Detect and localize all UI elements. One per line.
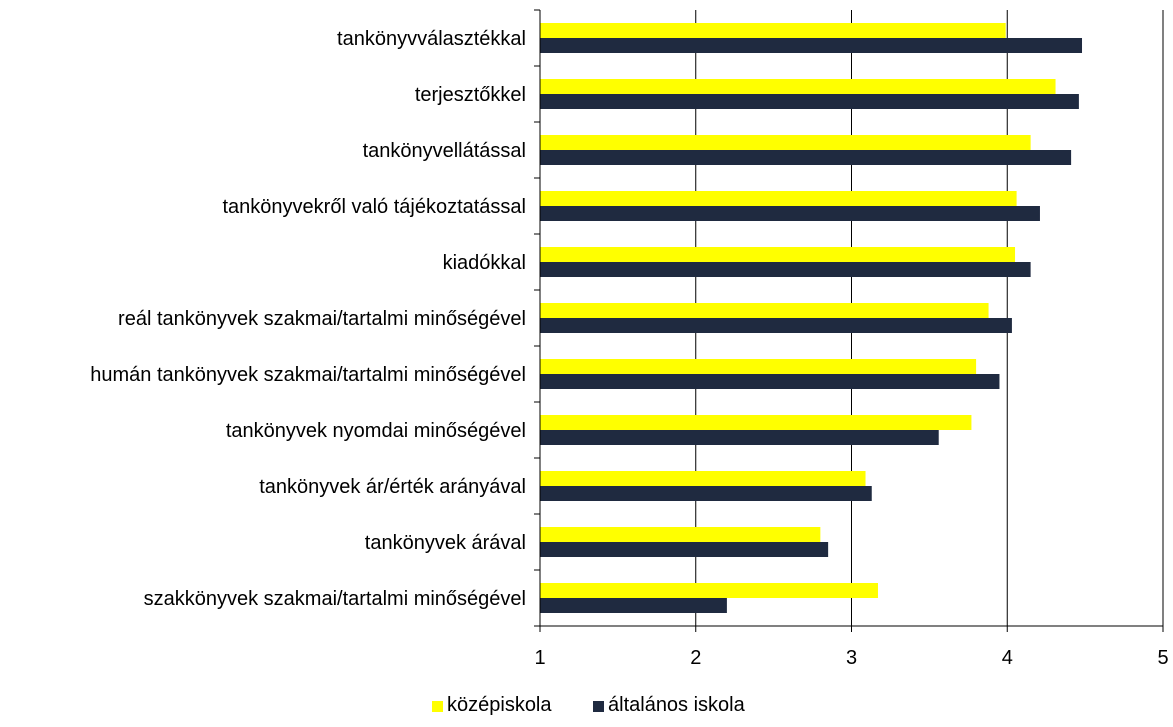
category-label: tankönyvválasztékkal [337,28,526,50]
category-label: szakkönyvek szakmai/tartalmi minőségével [144,588,526,610]
bars [540,23,1083,613]
bar-kozepiskola-7 [540,415,972,430]
bar-altalanos-iskola-6 [540,374,1000,389]
category-labels: tankönyvválasztékkal terjesztőkkel tanköny… [90,28,526,610]
x-tick-label: 1 [534,647,545,669]
bar-altalanos-iskola-8 [540,486,872,501]
legend-swatch-0 [432,701,443,712]
bar-altalanos-iskola-0 [540,38,1083,53]
x-tick-label: 5 [1157,647,1168,669]
bar-kozepiskola-9 [540,527,821,542]
bar-kozepiskola-5 [540,303,989,318]
category-label: humán tankönyvek szakmai/tartalmi minősé… [90,364,526,386]
bar-kozepiskola-8 [540,471,866,486]
bar-kozepiskola-1 [540,79,1056,94]
category-label: tankönyvekről való tájékoztatással [223,196,527,218]
bar-altalanos-iskola-10 [540,598,727,613]
bar-altalanos-iskola-1 [540,94,1079,109]
legend-label-1: általános iskola [608,694,746,716]
bar-kozepiskola-2 [540,135,1031,150]
bar-altalanos-iskola-9 [540,542,829,557]
category-label: kiadókkal [443,252,526,274]
bar-altalanos-iskola-5 [540,318,1012,333]
category-label: tankönyvek árával [365,532,526,554]
x-tick-labels: 1 2 3 4 5 [534,647,1168,669]
category-label: reál tankönyvek szakmai/tartalmi minőség… [118,308,526,330]
legend: középiskola általános iskola [432,694,746,716]
x-tick-label: 2 [690,647,701,669]
bar-kozepiskola-6 [540,359,977,374]
category-label: tankönyvek nyomdai minőségével [226,420,526,442]
bar-altalanos-iskola-7 [540,430,939,445]
bar-altalanos-iskola-2 [540,150,1072,165]
legend-swatch-1 [593,701,604,712]
bar-kozepiskola-0 [540,23,1006,38]
category-label: tankönyvek ár/érték arányával [259,476,526,498]
category-label: terjesztőkkel [415,84,526,106]
legend-label-0: középiskola [447,694,552,716]
axes [534,9,1164,632]
x-tick-label: 3 [846,647,857,669]
bar-kozepiskola-4 [540,247,1016,262]
category-label: tankönyvellátással [363,140,526,162]
bar-altalanos-iskola-4 [540,262,1031,277]
bar-kozepiskola-3 [540,191,1017,206]
x-tick-label: 4 [1002,647,1013,669]
bar-altalanos-iskola-3 [540,206,1040,221]
bar-kozepiskola-10 [540,583,878,598]
